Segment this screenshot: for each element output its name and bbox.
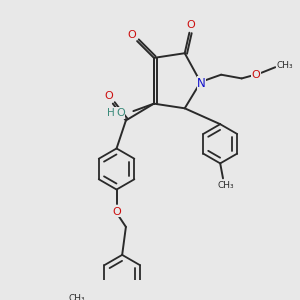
Text: O: O <box>186 20 195 30</box>
Text: CH₃: CH₃ <box>68 294 85 300</box>
Text: O: O <box>116 108 125 118</box>
Text: N: N <box>197 76 206 90</box>
Text: O: O <box>105 91 113 101</box>
Text: H: H <box>107 108 115 118</box>
Text: CH₃: CH₃ <box>218 181 234 190</box>
Text: CH₃: CH₃ <box>276 61 293 70</box>
Text: O: O <box>251 70 260 80</box>
Text: O: O <box>127 31 136 40</box>
Text: O: O <box>112 207 121 217</box>
